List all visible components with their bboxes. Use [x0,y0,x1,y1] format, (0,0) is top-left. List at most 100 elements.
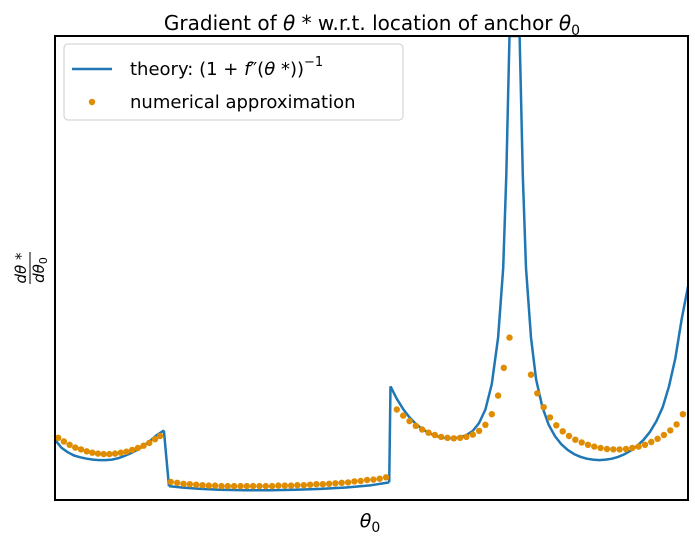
legend-theory-prime: ″ [250,59,257,80]
numerical-point-7 [94,450,102,457]
plot-area [55,36,688,492]
numerical-point-37 [281,482,288,489]
ylabel-denominator: dθ0 [30,257,50,283]
numerical-point-72 [506,334,513,341]
numerical-point-84 [597,444,604,452]
legend-marker-swatch [88,98,96,106]
numerical-point-97 [679,411,687,418]
numerical-point-88 [622,445,630,453]
numerical-point-75 [540,404,547,411]
numerical-point-66 [469,431,476,438]
numerical-point-33 [256,482,263,490]
numerical-point-10 [111,450,119,457]
numerical-point-27 [218,482,225,490]
y-axis-label: dθ * dθ0 [12,252,50,284]
legend-theory-label: theory: (1 + f″(θ *))−1 [130,55,323,80]
numerical-markers [55,334,687,490]
numerical-point-69 [488,411,495,418]
numerical-point-86 [610,446,617,453]
legend-theory-open: ( [257,59,264,80]
numerical-point-46 [338,479,345,486]
numerical-point-59 [425,429,432,436]
numerical-point-39 [294,482,301,489]
theory-line-jump-1 [387,386,392,483]
theory-line-segment-2 [389,36,511,440]
title-theta: θ [283,11,295,35]
numerical-point-54 [393,406,400,413]
legend: theory: (1 + f″(θ *))−1 numerical approx… [63,43,404,121]
numerical-point-25 [205,482,212,489]
numerical-point-17 [151,436,159,443]
numerical-point-28 [224,482,231,490]
numerical-point-20 [174,479,181,486]
numerical-point-79 [565,432,573,440]
numerical-point-51 [370,476,377,483]
legend-theory-prefix: theory: (1 + [130,59,244,80]
numerical-point-96 [673,421,680,428]
legend-theory-sup: −1 [304,55,323,70]
numerical-point-22 [186,481,193,488]
legend-theory-theta: θ [264,59,275,80]
numerical-point-8 [100,450,107,458]
numerical-point-3 [72,444,79,451]
ylabel-den-sub: 0 [37,257,50,264]
numerical-point-91 [641,441,649,448]
numerical-point-57 [412,422,419,429]
legend-box [63,43,404,121]
numerical-point-35 [268,482,276,490]
numerical-point-58 [418,426,426,433]
numerical-point-9 [106,450,113,458]
numerical-point-53 [382,474,390,481]
numerical-point-67 [475,427,483,435]
numerical-point-44 [325,480,333,487]
numerical-point-29 [230,482,238,490]
numerical-point-73 [527,371,535,378]
numerical-point-1 [60,438,68,445]
numerical-point-85 [603,445,611,453]
numerical-point-4 [77,446,85,453]
legend-theory-close: )) [290,59,304,80]
numerical-point-61 [437,433,445,441]
numerical-point-32 [249,482,257,490]
legend-theory-f: f [244,59,253,80]
numerical-point-21 [180,480,187,487]
numerical-point-81 [578,439,585,446]
numerical-point-42 [313,481,320,488]
numerical-point-74 [534,390,541,397]
numerical-point-78 [559,428,566,435]
numerical-point-71 [500,364,507,371]
numerical-point-23 [193,481,200,488]
numerical-point-83 [591,443,598,450]
numerical-point-16 [146,439,153,447]
title-star: * [295,11,311,35]
numerical-point-64 [456,434,464,441]
numerical-point-24 [199,482,206,489]
chart-title: Gradient of θ * w.r.t. location of ancho… [164,11,580,39]
numerical-point-52 [376,475,383,482]
title-theta0: θ [559,11,571,35]
numerical-point-6 [89,449,96,456]
numerical-point-43 [319,481,326,488]
ylabel-numerator: dθ * [12,252,30,283]
numerical-point-41 [306,481,314,488]
numerical-point-34 [262,482,269,490]
x-axis-label: θ0 [360,510,381,536]
theory-line-jump-0 [162,430,171,487]
numerical-point-93 [654,435,661,442]
numerical-point-65 [463,433,470,441]
numerical-point-31 [243,482,250,490]
legend-numerical-label: numerical approximation [130,92,356,113]
title-subscript: 0 [571,23,580,39]
numerical-point-14 [134,444,142,452]
numerical-point-68 [482,421,489,428]
numerical-point-47 [344,479,352,486]
numerical-point-80 [572,436,579,443]
numerical-point-76 [546,414,554,421]
numerical-point-82 [584,441,592,448]
numerical-point-18 [156,432,164,440]
ylabel-den-var: dθ [30,264,48,283]
numerical-point-45 [332,480,339,487]
numerical-point-5 [83,448,90,455]
numerical-point-70 [494,392,502,399]
